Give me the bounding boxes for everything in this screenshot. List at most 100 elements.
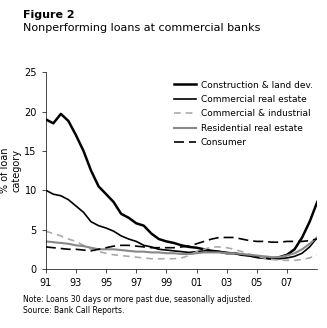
Consumer (195, 242, 198, 246)
Commercial real estate (59, 194, 63, 198)
Residential real estate (232, 251, 236, 255)
Commercial & industrial (293, 258, 297, 262)
Commercial real estate (225, 251, 229, 255)
Consumer (240, 237, 244, 241)
Commercial real estate (180, 250, 183, 254)
Commercial real estate (278, 257, 282, 261)
Consumer (210, 237, 214, 241)
Commercial real estate (157, 247, 161, 251)
Residential real estate (59, 241, 63, 245)
Residential real estate (195, 251, 198, 255)
Commercial & industrial (263, 256, 267, 260)
Residential real estate (315, 236, 319, 239)
Commercial real estate (44, 188, 48, 192)
Commercial & industrial (308, 256, 312, 260)
Consumer (66, 247, 70, 251)
Construction & land dev. (127, 216, 131, 220)
Commercial real estate (315, 236, 319, 239)
Commercial real estate (217, 250, 221, 254)
Consumer (225, 236, 229, 239)
Residential real estate (134, 250, 138, 254)
Commercial real estate (300, 251, 304, 255)
Consumer (315, 237, 319, 241)
Construction & land dev. (217, 250, 221, 254)
Commercial real estate (270, 257, 274, 261)
Commercial & industrial (119, 254, 123, 257)
Residential real estate (172, 251, 176, 255)
Line: Consumer: Consumer (46, 237, 317, 251)
Line: Commercial & industrial: Commercial & industrial (46, 231, 317, 260)
Commercial real estate (112, 229, 116, 233)
Consumer (142, 245, 146, 249)
Construction & land dev. (51, 121, 55, 125)
Consumer (187, 244, 191, 248)
Consumer (134, 244, 138, 248)
Line: Commercial real estate: Commercial real estate (46, 190, 317, 259)
Residential real estate (127, 249, 131, 253)
Construction & land dev. (44, 117, 48, 121)
Commercial & industrial (89, 247, 93, 251)
Construction & land dev. (300, 236, 304, 239)
Consumer (44, 245, 48, 249)
Line: Construction & land dev.: Construction & land dev. (46, 114, 317, 259)
Text: Nonperforming loans at commercial banks: Nonperforming loans at commercial banks (23, 23, 260, 33)
Construction & land dev. (172, 241, 176, 245)
Commercial & industrial (81, 243, 85, 247)
Commercial real estate (172, 249, 176, 253)
Commercial & industrial (164, 257, 168, 261)
Commercial real estate (66, 198, 70, 202)
Commercial & industrial (225, 246, 229, 250)
Construction & land dev. (119, 212, 123, 216)
Residential real estate (104, 247, 108, 251)
Consumer (263, 239, 267, 243)
Commercial & industrial (51, 232, 55, 236)
Legend: Construction & land dev., Commercial real estate, Commercial & industrial, Resid: Construction & land dev., Commercial rea… (174, 81, 313, 147)
Consumer (217, 236, 221, 239)
Commercial & industrial (270, 257, 274, 261)
Residential real estate (225, 251, 229, 255)
Residential real estate (149, 251, 153, 255)
Construction & land dev. (134, 221, 138, 225)
Residential real estate (248, 253, 251, 257)
Residential real estate (89, 246, 93, 250)
Line: Residential real estate: Residential real estate (46, 237, 317, 257)
Commercial real estate (293, 255, 297, 258)
Construction & land dev. (248, 254, 251, 257)
Consumer (285, 239, 289, 243)
Consumer (119, 243, 123, 247)
Commercial & industrial (217, 245, 221, 249)
Commercial & industrial (157, 257, 161, 261)
Construction & land dev. (225, 251, 229, 255)
Construction & land dev. (142, 224, 146, 228)
Consumer (104, 246, 108, 250)
Construction & land dev. (293, 247, 297, 251)
Commercial real estate (187, 251, 191, 255)
Commercial real estate (127, 237, 131, 241)
Residential real estate (51, 240, 55, 244)
Consumer (180, 245, 183, 249)
Commercial & industrial (96, 250, 100, 254)
Consumer (81, 248, 85, 252)
Residential real estate (44, 239, 48, 243)
Commercial real estate (240, 253, 244, 257)
Construction & land dev. (195, 246, 198, 250)
Residential real estate (157, 251, 161, 255)
Consumer (96, 247, 100, 251)
Commercial & industrial (300, 257, 304, 261)
Consumer (157, 246, 161, 250)
Construction & land dev. (74, 133, 78, 137)
Construction & land dev. (157, 237, 161, 241)
Construction & land dev. (255, 255, 259, 259)
Construction & land dev. (270, 257, 274, 261)
Commercial & industrial (44, 229, 48, 233)
Consumer (172, 246, 176, 250)
Commercial & industrial (315, 253, 319, 257)
Commercial & industrial (195, 250, 198, 254)
Text: Figure 2: Figure 2 (23, 10, 75, 20)
Commercial real estate (51, 192, 55, 196)
Construction & land dev. (210, 249, 214, 253)
Construction & land dev. (263, 256, 267, 260)
Consumer (278, 240, 282, 244)
Commercial real estate (149, 245, 153, 249)
Commercial & industrial (172, 257, 176, 261)
